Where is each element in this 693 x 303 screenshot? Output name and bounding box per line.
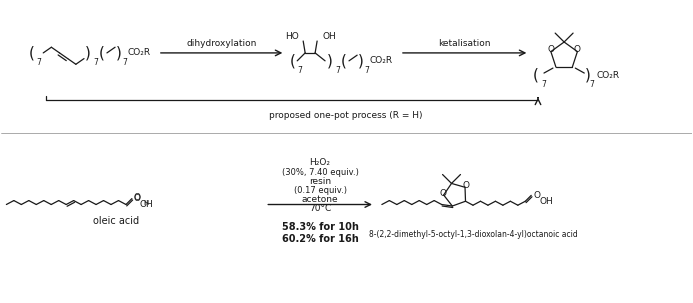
- Text: 7: 7: [335, 66, 340, 75]
- Text: (: (: [533, 68, 539, 82]
- Text: (: (: [341, 53, 347, 68]
- Text: oleic acid: oleic acid: [93, 216, 139, 226]
- Text: proposed one-pot process (R = H): proposed one-pot process (R = H): [270, 111, 423, 120]
- Text: 7: 7: [37, 58, 42, 67]
- Text: 8-(2,2-dimethyl-5-octyl-1,3-dioxolan-4-yl)octanoic acid: 8-(2,2-dimethyl-5-octyl-1,3-dioxolan-4-y…: [369, 230, 578, 239]
- Text: O: O: [133, 193, 141, 202]
- Text: O: O: [134, 194, 141, 203]
- Text: ): ): [116, 45, 122, 60]
- Text: 7: 7: [123, 58, 128, 67]
- Text: HO: HO: [286, 32, 299, 41]
- Text: O: O: [574, 45, 581, 54]
- Text: ): ): [358, 53, 364, 68]
- Text: 7: 7: [94, 58, 98, 67]
- Text: resin: resin: [309, 177, 331, 186]
- Text: acetone: acetone: [301, 195, 338, 204]
- Text: O: O: [462, 181, 470, 190]
- Text: dihydroxylation: dihydroxylation: [186, 38, 257, 48]
- Text: ): ): [327, 53, 333, 68]
- Text: ): ): [85, 45, 91, 60]
- Text: (0.17 equiv.): (0.17 equiv.): [294, 186, 346, 195]
- Text: 7: 7: [590, 80, 595, 89]
- Text: 70°C: 70°C: [309, 204, 331, 213]
- Text: OH: OH: [539, 197, 553, 206]
- Text: (30%, 7.40 equiv.): (30%, 7.40 equiv.): [281, 168, 358, 177]
- Text: CO₂R: CO₂R: [369, 56, 393, 65]
- Text: O: O: [439, 188, 446, 198]
- Text: OH: OH: [322, 32, 336, 41]
- Text: (: (: [289, 53, 295, 68]
- Text: H: H: [143, 200, 148, 205]
- Text: 7: 7: [365, 66, 369, 75]
- Text: (: (: [99, 45, 105, 60]
- Text: O: O: [533, 191, 541, 200]
- Text: H₂O₂: H₂O₂: [310, 158, 331, 167]
- Text: ketalisation: ketalisation: [439, 38, 491, 48]
- Text: 7: 7: [541, 80, 546, 89]
- Text: OH: OH: [140, 200, 154, 209]
- Text: 60.2% for 16h: 60.2% for 16h: [282, 234, 358, 244]
- Text: (: (: [28, 45, 34, 60]
- Text: CO₂R: CO₂R: [128, 48, 150, 57]
- Text: 7: 7: [298, 66, 303, 75]
- Text: CO₂R: CO₂R: [597, 71, 620, 79]
- Text: ): ): [586, 68, 591, 82]
- Text: 58.3% for 10h: 58.3% for 10h: [281, 222, 358, 232]
- Text: O: O: [547, 45, 554, 54]
